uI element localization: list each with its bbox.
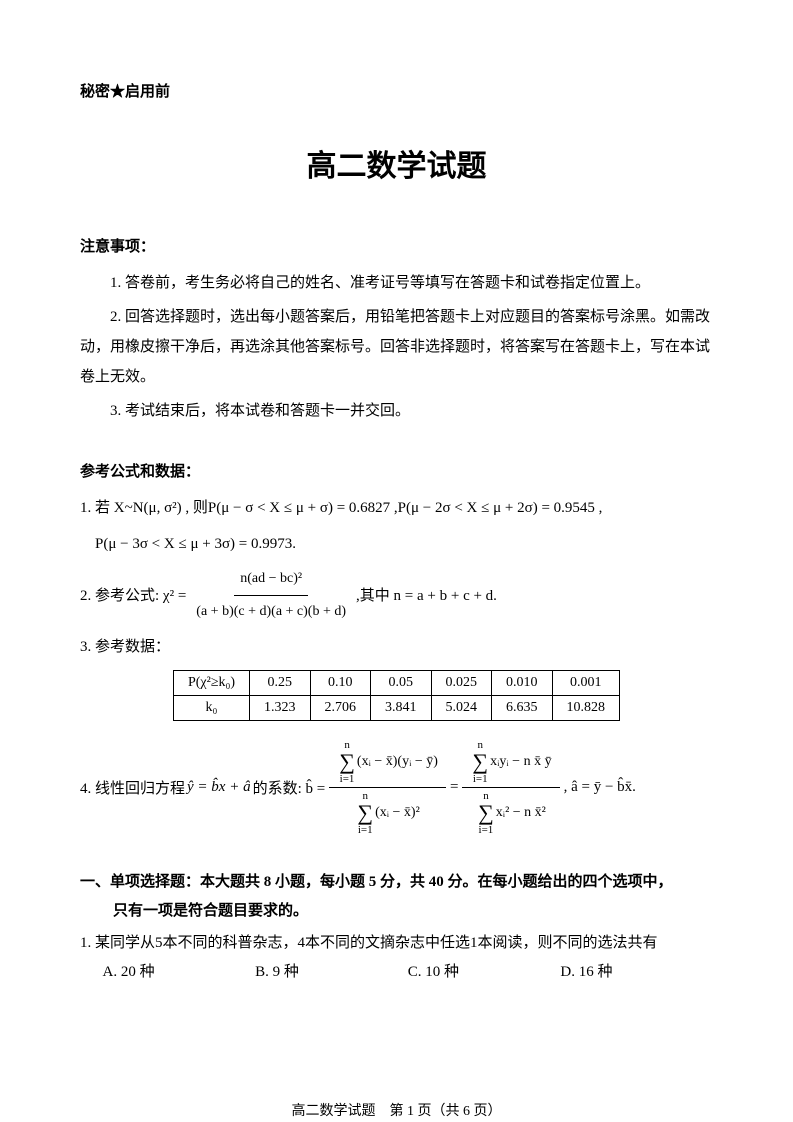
normal-prefix: 1. 若 X~N(μ, σ²) , 则	[80, 493, 208, 523]
sum-lower: i=1	[479, 824, 494, 836]
reg-frac2: n ∑ i=1 xᵢyᵢ − n x̄ ȳ n ∑ i=1 xᵢ² − n x̄…	[462, 737, 559, 838]
reg-yhat: ŷ = b̂x + â	[187, 779, 251, 796]
reg-num1-body: (xᵢ − x̄)(yᵢ − ȳ)	[357, 754, 438, 770]
option-d: D. 16 种	[560, 960, 713, 981]
data-heading: 3. 参考数据：	[80, 632, 713, 662]
table-cell: 1.323	[250, 696, 311, 721]
table-cell: 6.635	[492, 696, 553, 721]
reg-den2: n ∑ i=1 xᵢ² − n x̄²	[468, 788, 554, 838]
page-footer: 高二数学试题 第 1 页（共 6 页）	[0, 1100, 793, 1120]
chi-square-table: P(χ²≥k₀) 0.25 0.10 0.05 0.025 0.010 0.00…	[173, 670, 620, 721]
table-cell: 2.706	[310, 696, 371, 721]
part1-heading: 一、单项选择题：本大题共 8 小题，每小题 5 分，共 40 分。在每小题给出的…	[80, 868, 713, 897]
reg-num2: n ∑ i=1 xᵢyᵢ − n x̄ ȳ	[462, 737, 559, 788]
reg-den1: n ∑ i=1 (xᵢ − x̄)²	[347, 788, 427, 838]
option-c: C. 10 种	[408, 960, 561, 981]
table-cell: 5.024	[431, 696, 492, 721]
row-label-p: P(χ²≥k₀)	[173, 671, 249, 696]
reg-frac1: n ∑ i=1 (xᵢ − x̄)(yᵢ − ȳ) n ∑ i=1 (xᵢ − …	[329, 737, 446, 838]
sigma-icon: n ∑ i=1	[339, 739, 355, 785]
table-cell: 0.010	[492, 671, 553, 696]
chi-numerator: n(ad − bc)²	[234, 565, 308, 596]
part1-heading-cont: 只有一项是符合题目要求的。	[80, 897, 713, 926]
sigma-icon: n ∑ i=1	[472, 739, 488, 785]
table-row: P(χ²≥k₀) 0.25 0.10 0.05 0.025 0.010 0.00…	[173, 671, 619, 696]
chi-suffix: ,其中 n = a + b + c + d.	[356, 581, 497, 611]
notice-heading: 注意事项：	[80, 235, 713, 256]
option-a: A. 20 种	[103, 960, 256, 981]
confidential-label: 秘密★启用前	[80, 80, 713, 101]
table-cell: 0.025	[431, 671, 492, 696]
notice-item-1: 1. 答卷前，考生务必将自己的姓名、准考证号等填写在答题卡和试卷指定位置上。	[80, 268, 713, 298]
sum-lower: i=1	[358, 824, 373, 836]
sum-lower: i=1	[340, 773, 355, 785]
question-1: 1. 某同学从5本不同的科普杂志，4本不同的文摘杂志中任选1本阅读，则不同的选法…	[80, 929, 713, 958]
equals-sign: =	[450, 779, 458, 796]
normal-p1: P(μ − σ < X ≤ μ + σ) = 0.6827 ,	[208, 493, 398, 523]
reg-prefix: 4. 线性回归方程	[80, 777, 185, 798]
sigma-icon: n ∑ i=1	[478, 790, 494, 836]
reg-den1-body: (xᵢ − x̄)²	[375, 805, 420, 821]
reg-den2-body: xᵢ² − n x̄²	[496, 805, 546, 821]
question-1-options: A. 20 种 B. 9 种 C. 10 种 D. 16 种	[80, 960, 713, 981]
reference-heading: 参考公式和数据：	[80, 460, 713, 481]
exam-page: 秘密★启用前 高二数学试题 注意事项： 1. 答卷前，考生务必将自己的姓名、准考…	[0, 0, 793, 1122]
normal-p2: P(μ − 2σ < X ≤ μ + 2σ) = 0.9545 ,	[398, 493, 603, 523]
notice-item-3: 3. 考试结束后，将本试卷和答题卡一并交回。	[80, 396, 713, 426]
notice-item-2: 2. 回答选择题时，选出每小题答案后，用铅笔把答题卡上对应题目的答案标号涂黑。如…	[80, 302, 713, 392]
reg-mid: 的系数: b̂ =	[253, 777, 326, 798]
reg-num1: n ∑ i=1 (xᵢ − x̄)(yᵢ − ȳ)	[329, 737, 446, 788]
chi-prefix: 2. 参考公式: χ² =	[80, 581, 186, 611]
table-cell: 0.25	[250, 671, 311, 696]
reg-suffix: , â = ȳ − b̂x̄.	[564, 779, 636, 796]
table-row: k₀ 1.323 2.706 3.841 5.024 6.635 10.828	[173, 696, 619, 721]
exam-title: 高二数学试题	[80, 141, 713, 185]
normal-dist-line1: 1. 若 X~N(μ, σ²) , 则 P(μ − σ < X ≤ μ + σ)…	[80, 493, 713, 523]
table-cell: 0.05	[371, 671, 432, 696]
sum-lower: i=1	[473, 773, 488, 785]
option-b: B. 9 种	[255, 960, 408, 981]
chi-fraction: n(ad − bc)² (a + b)(c + d)(a + c)(b + d)	[190, 565, 352, 626]
normal-p3: P(μ − 3σ < X ≤ μ + 3σ) = 0.9973.	[80, 529, 713, 559]
chi-square-formula: 2. 参考公式: χ² = n(ad − bc)² (a + b)(c + d)…	[80, 565, 713, 626]
row-label-k: k₀	[173, 696, 249, 721]
table-cell: 3.841	[371, 696, 432, 721]
chi-denominator: (a + b)(c + d)(a + c)(b + d)	[190, 596, 352, 626]
table-cell: 0.001	[552, 671, 620, 696]
sigma-icon: n ∑ i=1	[357, 790, 373, 836]
reg-num2-body: xᵢyᵢ − n x̄ ȳ	[490, 754, 551, 770]
regression-formula: 4. 线性回归方程 ŷ = b̂x + â 的系数: b̂ = n ∑ i=1 …	[80, 737, 713, 838]
table-cell: 0.10	[310, 671, 371, 696]
table-cell: 10.828	[552, 696, 620, 721]
